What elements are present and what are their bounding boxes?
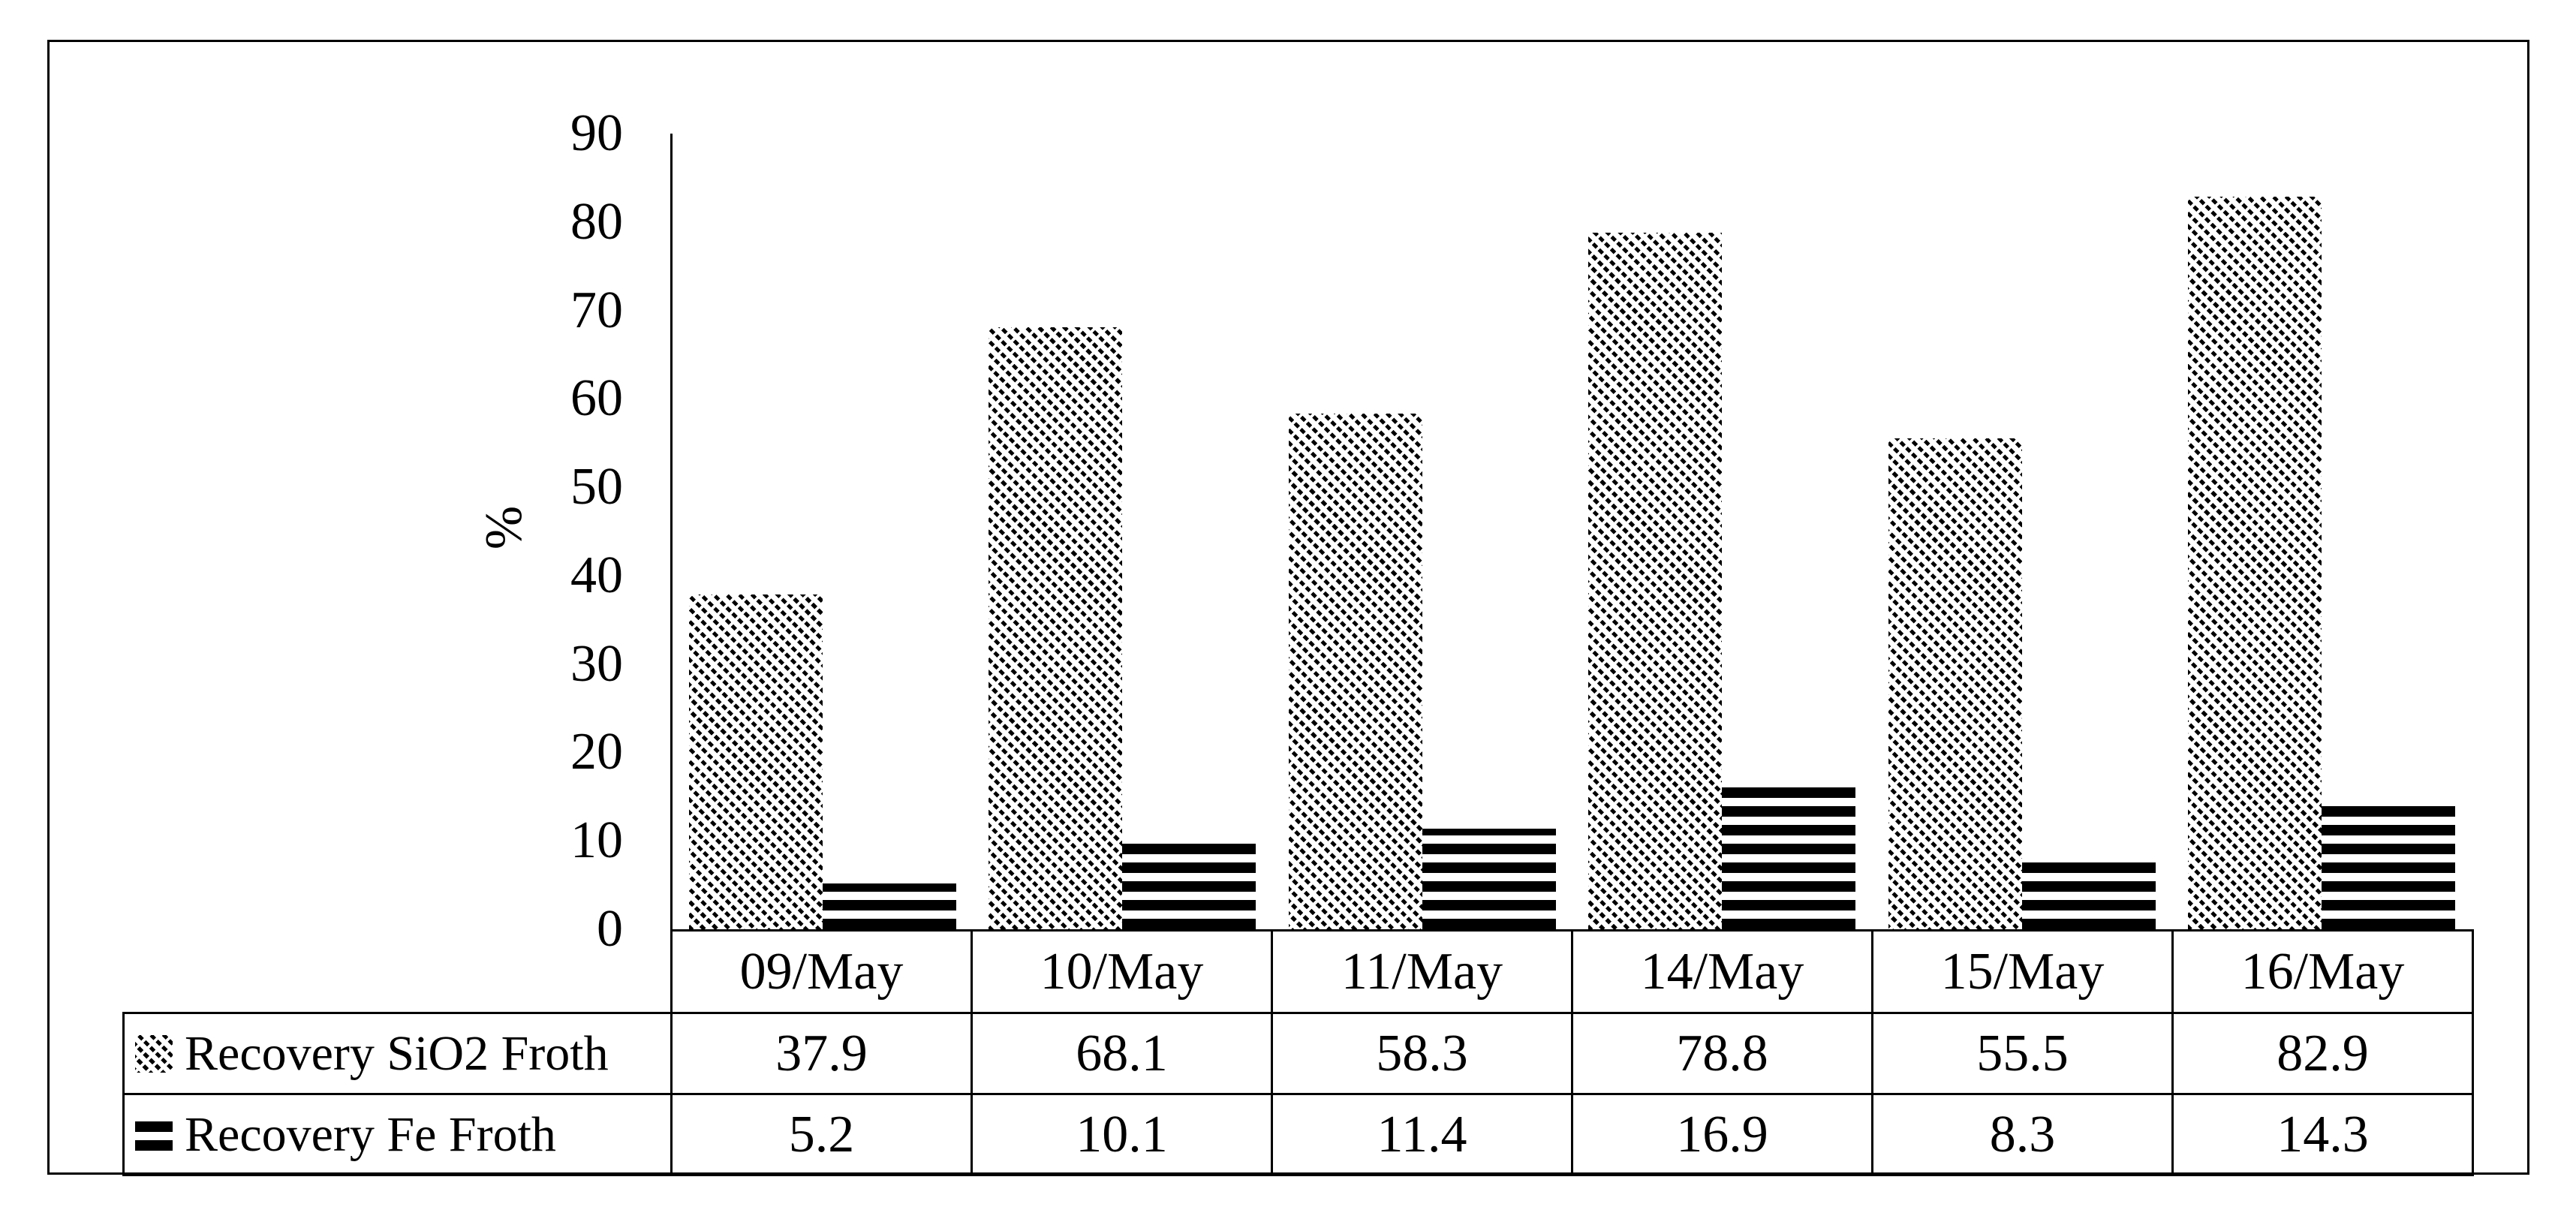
bar-group-15-May — [1872, 134, 2172, 929]
bar-sio2-15-May — [1888, 438, 2022, 929]
legend-cell-sio2: Recovery SiO2 Froth — [122, 1012, 673, 1095]
value-cell-sio2-09-May: 37.9 — [670, 1012, 973, 1095]
date-header-cell-15-May: 15/May — [1871, 929, 2174, 1014]
value-cell-sio2-14-May: 78.8 — [1571, 1012, 1873, 1095]
legend-cell-fe: Recovery Fe Froth — [122, 1093, 673, 1176]
value-cell-fe-16-May: 14.3 — [2171, 1093, 2474, 1176]
value-cell-fe-09-May: 5.2 — [670, 1093, 973, 1176]
y-axis-tick-label-70: 70 — [570, 281, 623, 339]
bar-fe-10-May — [1122, 840, 1256, 929]
value-cell-sio2-10-May: 68.1 — [971, 1012, 1273, 1095]
bar-group-11-May — [1272, 134, 1572, 929]
bar-group-10-May — [973, 134, 1273, 929]
y-axis-tick-label-40: 40 — [570, 546, 623, 604]
legend-swatch-sio2-icon — [135, 1034, 173, 1073]
y-axis-line — [670, 134, 673, 929]
y-axis-tick-label-90: 90 — [570, 104, 623, 162]
value-cell-sio2-16-May: 82.9 — [2171, 1012, 2474, 1095]
y-axis-tick-label-60: 60 — [570, 369, 623, 428]
y-axis-tick-label-30: 30 — [570, 634, 623, 693]
value-cell-fe-15-May: 8.3 — [1871, 1093, 2174, 1176]
table-corner-blank — [124, 931, 672, 1013]
value-cell-sio2-15-May: 55.5 — [1871, 1012, 2174, 1095]
y-axis-tick-label-20: 20 — [570, 723, 623, 781]
bar-sio2-10-May — [989, 327, 1123, 929]
y-axis-tick-label-10: 10 — [570, 811, 623, 870]
bar-sio2-09-May — [688, 594, 823, 929]
value-cell-fe-14-May: 16.9 — [1571, 1093, 1873, 1176]
date-header-cell-11-May: 11/May — [1271, 929, 1573, 1014]
y-axis-tick-label-0: 0 — [597, 900, 623, 958]
bar-group-09-May — [673, 134, 973, 929]
y-axis-tick-label-80: 80 — [570, 192, 623, 251]
plot-area — [673, 134, 2472, 929]
bar-fe-09-May — [822, 883, 956, 929]
bar-fe-15-May — [2021, 856, 2156, 929]
bar-sio2-14-May — [1588, 232, 1723, 929]
legend-label-sio2: Recovery SiO2 Froth — [185, 1025, 609, 1081]
bar-sio2-16-May — [2188, 196, 2322, 929]
bar-fe-11-May — [1422, 828, 1556, 929]
date-header-cell-16-May: 16/May — [2171, 929, 2474, 1014]
y-axis-tick-label-50: 50 — [570, 458, 623, 516]
value-cell-fe-10-May: 10.1 — [971, 1093, 1273, 1176]
legend-swatch-fe-icon — [135, 1118, 173, 1151]
data-table: 09/May 10/May 11/May 14/May 15/May 16/May Reco… — [122, 929, 2474, 1176]
date-header-cell-10-May: 10/May — [971, 929, 1273, 1014]
bar-sio2-11-May — [1288, 414, 1422, 929]
value-cell-fe-11-May: 11.4 — [1271, 1093, 1573, 1176]
bar-group-14-May — [1572, 134, 1873, 929]
bar-fe-14-May — [1722, 779, 1856, 929]
legend-label-fe: Recovery Fe Froth — [185, 1106, 556, 1162]
date-header-cell-14-May: 14/May — [1571, 929, 1873, 1014]
date-header-cell-09-May: 09/May — [670, 929, 973, 1014]
bar-group-16-May — [2172, 134, 2472, 929]
value-cell-sio2-11-May: 58.3 — [1271, 1012, 1573, 1095]
bar-fe-16-May — [2322, 802, 2456, 929]
